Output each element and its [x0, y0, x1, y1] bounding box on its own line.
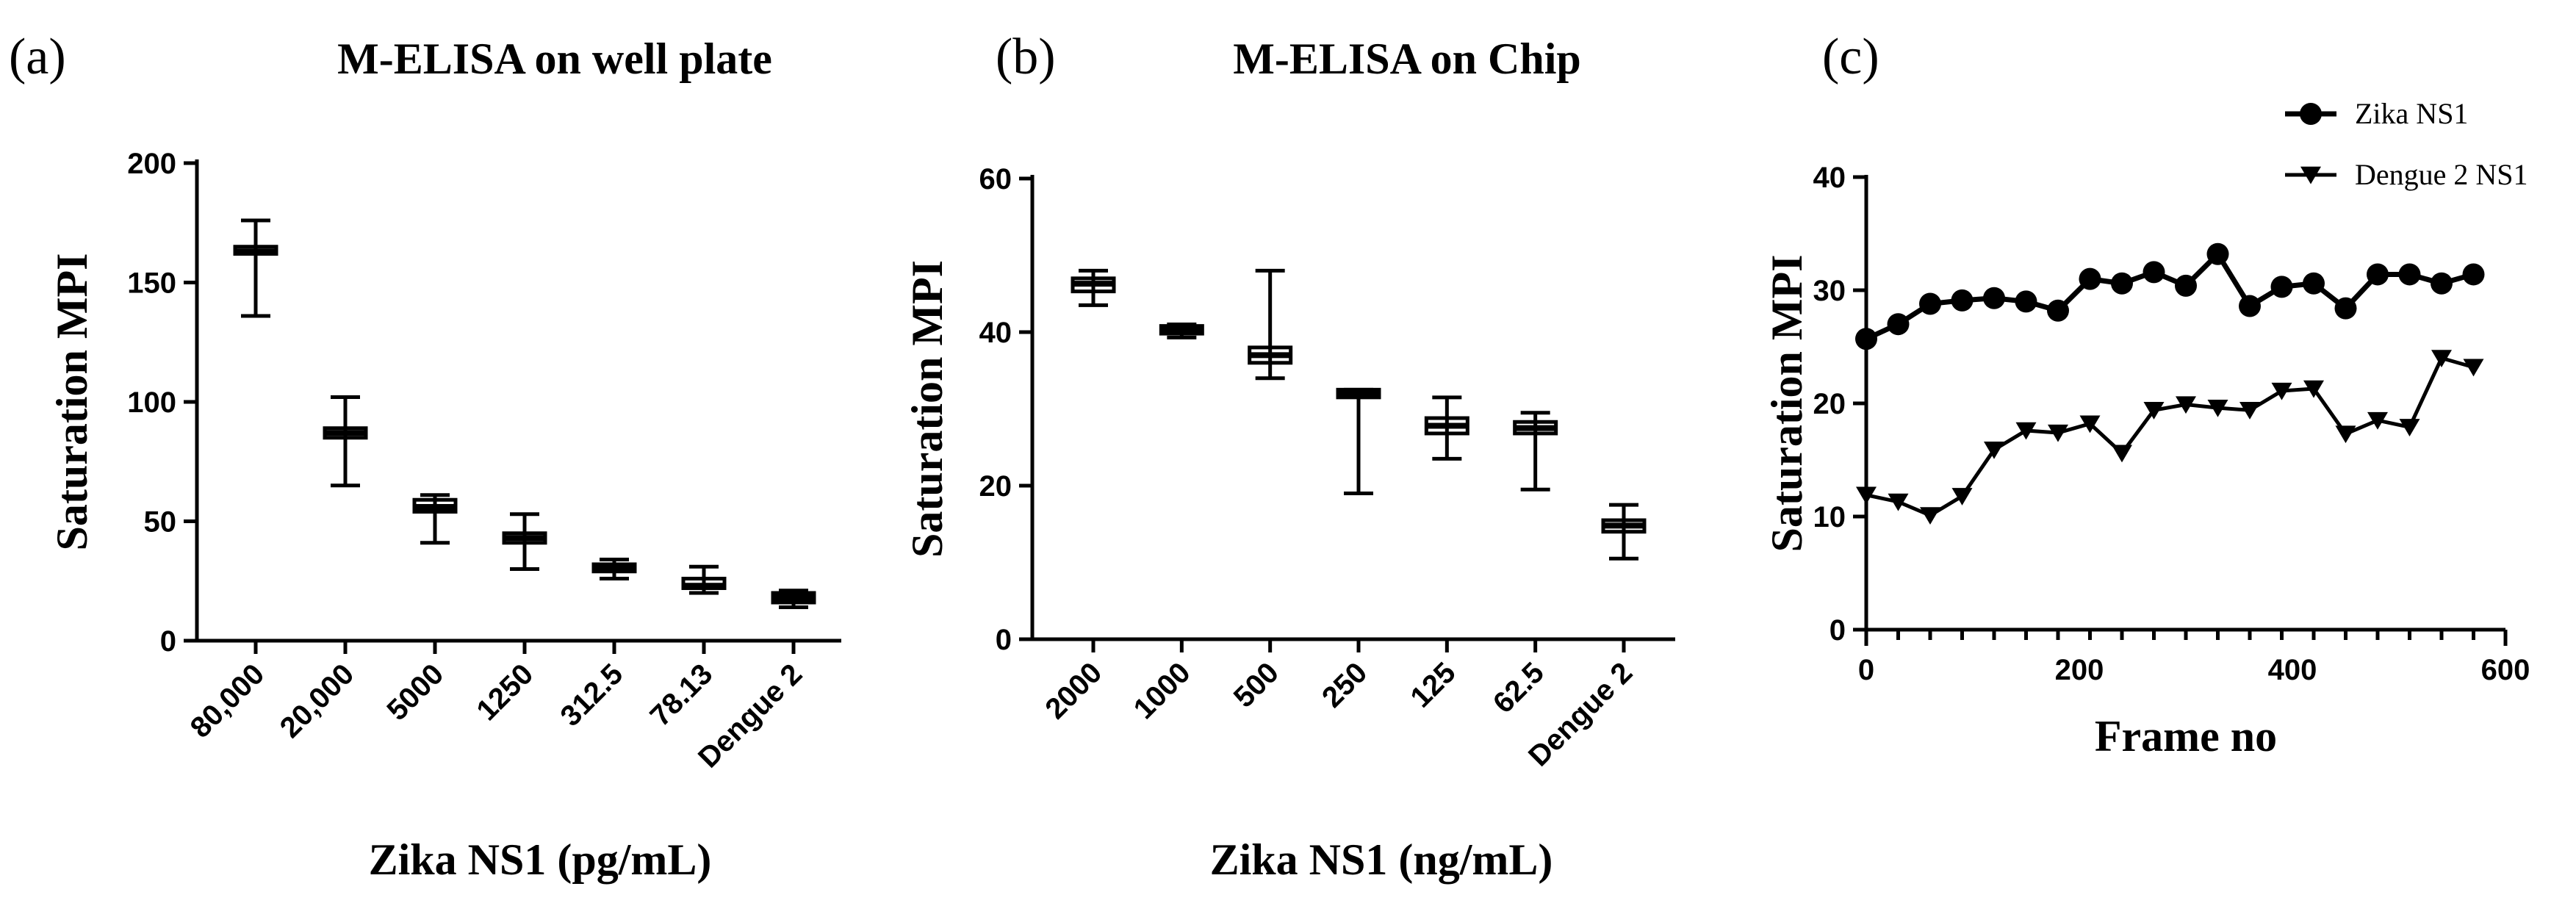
data-point	[2175, 274, 2197, 297]
data-point	[1984, 441, 2004, 459]
y-tick-label: 200	[127, 148, 176, 180]
x-axis-label: Frame no	[2095, 712, 2277, 760]
data-point	[2367, 263, 2389, 286]
data-point	[2303, 272, 2325, 295]
data-point	[1920, 507, 1940, 525]
y-tick-label: 40	[979, 317, 1012, 349]
y-axis-label: Saturation MPI	[1763, 255, 1811, 553]
legend-marker	[2300, 166, 2321, 184]
y-tick-label: 20	[1813, 388, 1846, 420]
legend-label: Dengue 2 NS1	[2355, 158, 2528, 191]
data-point	[2176, 396, 2196, 414]
data-point	[2431, 272, 2453, 295]
x-tick-label: 600	[2481, 654, 2530, 686]
y-tick-label: 0	[160, 625, 176, 658]
panel-letter: (b)	[996, 29, 1056, 85]
data-point	[1856, 486, 1877, 505]
x-tick-label: 1250	[470, 658, 539, 727]
x-tick-label: 5000	[381, 658, 450, 727]
data-point	[2111, 272, 2133, 295]
data-point	[2462, 263, 2485, 286]
y-tick-label: 40	[1813, 162, 1846, 194]
y-tick-label: 150	[127, 267, 176, 300]
data-point	[1951, 488, 1973, 506]
data-point	[1887, 313, 1910, 336]
data-point	[2047, 299, 2069, 322]
y-tick-label: 60	[979, 163, 1012, 195]
y-tick-label: 50	[144, 506, 177, 539]
data-point	[2239, 295, 2261, 317]
chart-title: M-ELISA on well plate	[337, 35, 772, 83]
y-tick-label: 0	[996, 624, 1012, 656]
data-point	[2239, 402, 2260, 420]
x-tick-label: 125	[1404, 656, 1461, 713]
data-point	[2431, 350, 2452, 367]
data-point	[1855, 328, 1877, 350]
y-tick-label: 100	[127, 386, 176, 419]
panel-b: (b) M-ELISA on Chip 0 20 40 60 Saturation MPI 2…	[903, 29, 1675, 884]
data-point	[2398, 263, 2421, 286]
data-point	[2048, 424, 2068, 442]
panel-letter: (a)	[9, 29, 66, 85]
x-axis-label: Zika NS1 (ng/mL)	[1210, 835, 1553, 884]
x-tick-label: 200	[2055, 654, 2104, 686]
x-tick-label: 0	[1858, 654, 1874, 686]
chart-title: M-ELISA on Chip	[1233, 35, 1581, 83]
data-point	[1919, 292, 1941, 315]
y-tick-label: 20	[979, 470, 1012, 503]
x-tick-label: 2000	[1039, 656, 1108, 725]
data-point	[2015, 290, 2037, 313]
legend-marker	[2300, 103, 2322, 125]
legend-label: Zika NS1	[2355, 97, 2468, 130]
data-point	[2334, 297, 2357, 320]
x-tick-label: 500	[1228, 656, 1285, 713]
data-point	[2015, 422, 2037, 440]
y-tick-label: 10	[1813, 501, 1846, 533]
data-point	[1888, 493, 1909, 511]
data-point	[2270, 276, 2293, 298]
data-point	[2079, 267, 2101, 290]
data-point	[2112, 445, 2132, 463]
y-axis-label: Saturation MPI	[903, 260, 951, 558]
x-tick-label: 400	[2268, 654, 2317, 686]
x-tick-label: 250	[1316, 656, 1373, 713]
data-point	[2143, 261, 2165, 284]
data-point	[1983, 287, 2005, 309]
x-tick-label: 78.13	[644, 658, 719, 733]
data-point	[2367, 411, 2388, 430]
x-tick-label: 80,000	[184, 658, 271, 744]
data-point	[1951, 289, 1974, 312]
data-point	[2399, 419, 2420, 436]
panel-a: (a) M-ELISA on well plate 0 50 100 150 200 Satu…	[9, 29, 841, 884]
data-point	[2079, 415, 2101, 433]
x-tick-label: 20,000	[274, 658, 361, 744]
data-point	[2335, 425, 2356, 444]
x-tick-label: 1000	[1128, 656, 1197, 725]
x-axis-label: Zika NS1 (pg/mL)	[369, 835, 712, 884]
y-tick-label: 30	[1813, 275, 1846, 307]
data-point	[2207, 399, 2228, 417]
data-point	[2206, 242, 2229, 265]
data-point	[2271, 382, 2292, 400]
panel-letter: (c)	[1822, 29, 1879, 85]
y-tick-label: 0	[1830, 614, 1846, 647]
data-point	[2143, 402, 2165, 420]
x-tick-label: 312.5	[554, 658, 629, 733]
y-axis-label: Saturation MPI	[48, 253, 96, 551]
x-tick-label: 62.5	[1487, 656, 1550, 719]
data-point	[2463, 359, 2484, 377]
data-point	[2303, 380, 2324, 398]
